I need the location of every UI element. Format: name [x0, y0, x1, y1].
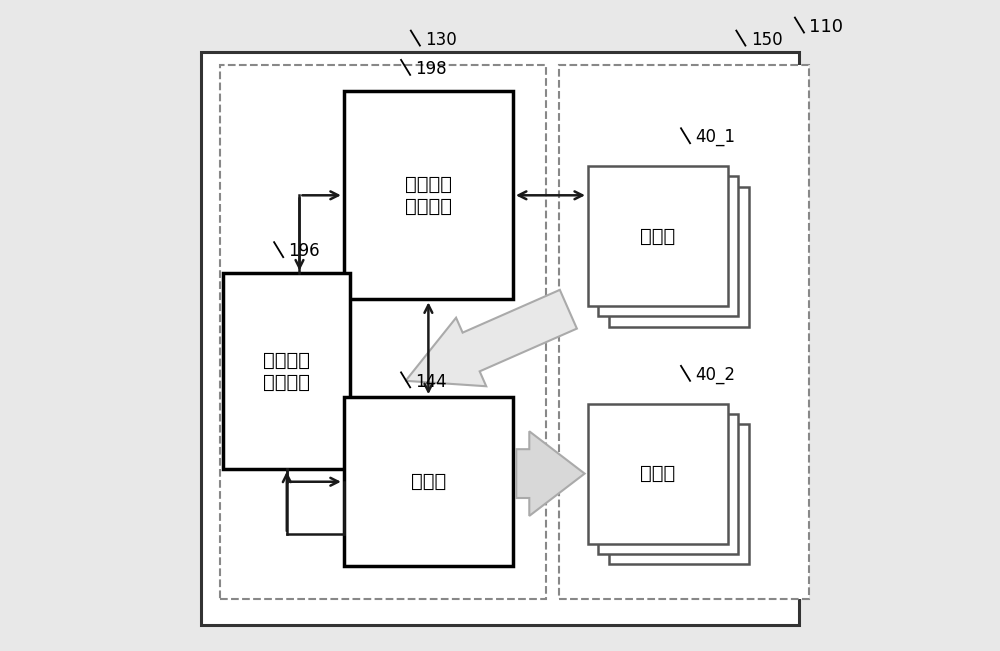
- Polygon shape: [516, 431, 585, 516]
- Text: 110: 110: [809, 18, 843, 36]
- Text: 数据块: 数据块: [640, 227, 675, 245]
- Bar: [344, 91, 513, 299]
- Text: 196: 196: [288, 242, 320, 260]
- Text: 存储器: 存储器: [411, 472, 446, 492]
- Text: 144: 144: [415, 372, 447, 391]
- Bar: [598, 414, 738, 554]
- Bar: [598, 176, 738, 316]
- Text: 130: 130: [425, 31, 457, 49]
- Text: 40_1: 40_1: [695, 128, 735, 146]
- Text: 映射数据
控制电路: 映射数据 控制电路: [263, 351, 310, 391]
- Bar: [609, 424, 749, 564]
- Bar: [223, 273, 350, 469]
- Text: 40_2: 40_2: [695, 366, 735, 384]
- Text: 150: 150: [751, 31, 782, 49]
- Bar: [588, 166, 728, 306]
- Bar: [201, 52, 799, 625]
- Bar: [344, 397, 513, 566]
- Text: 198: 198: [415, 60, 447, 78]
- Text: 垃圾收集
控制电路: 垃圾收集 控制电路: [405, 175, 452, 215]
- Bar: [609, 187, 749, 327]
- Bar: [588, 404, 728, 544]
- Bar: [220, 65, 546, 599]
- Text: 空闲块: 空闲块: [640, 464, 675, 483]
- Bar: [559, 65, 809, 599]
- Polygon shape: [406, 290, 577, 386]
